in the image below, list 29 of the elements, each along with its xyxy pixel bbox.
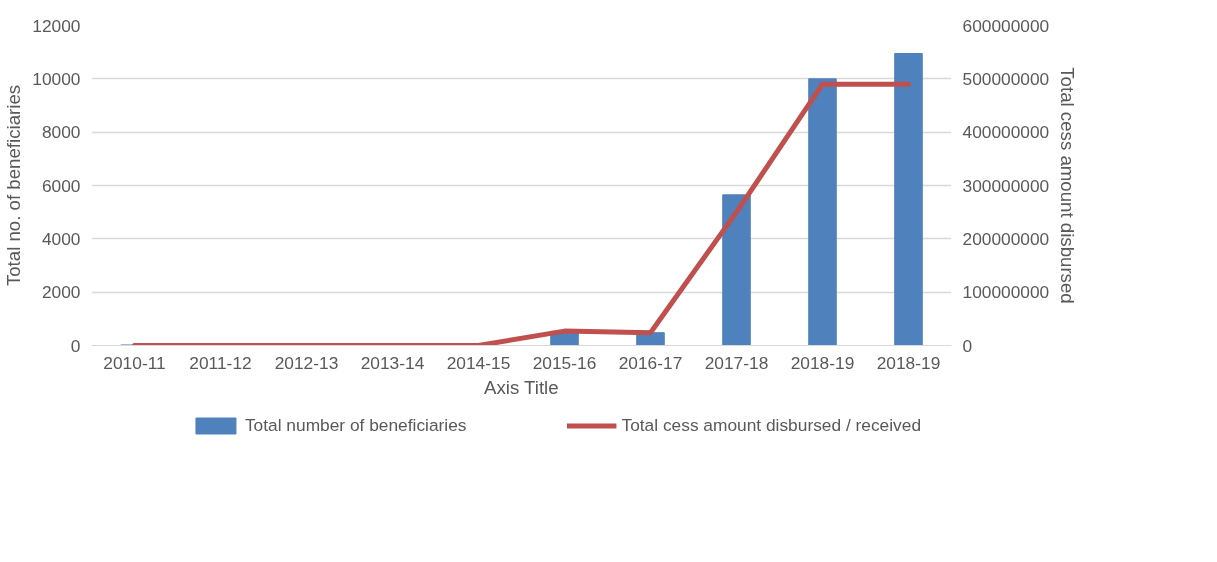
x-tick-label: 2010-11: [103, 352, 166, 373]
legend-label: Total number of beneficiaries: [244, 414, 467, 436]
y2-axis-title: Total cess amount disbursed: [1057, 67, 1079, 304]
y2-tick-label: 300000000: [962, 175, 1050, 196]
x-tick-label: 2017-18: [704, 352, 769, 373]
x-tick-label: 2018-19: [876, 352, 941, 373]
legend-label: Total cess amount disbursed / received: [621, 414, 922, 436]
y2-tick-label: 400000000: [962, 122, 1050, 143]
y2-tick-label: 0: [962, 335, 973, 356]
x-tick-label: 2011-12: [189, 352, 252, 373]
x-tick-label: 2014-15: [446, 352, 511, 373]
x-tick-label: 2018-19: [790, 352, 855, 373]
y2-tick-label: 600000000: [962, 15, 1050, 36]
x-tick-label: 2013-14: [360, 352, 425, 373]
x-tick-label: 2016-17: [618, 352, 683, 373]
y-tick-label: 12000: [32, 15, 81, 36]
y-axis-title: Total no. of beneficiaries: [3, 84, 25, 287]
y-tick-label: 0: [70, 335, 81, 356]
y2-tick-label: 200000000: [962, 228, 1050, 249]
x-axis-title: Axis Title: [484, 376, 559, 398]
y-tick-label: 6000: [41, 175, 81, 196]
y-tick-label: 2000: [41, 282, 81, 303]
x-tick-label: 2015-16: [532, 352, 597, 373]
y2-tick-label: 500000000: [962, 68, 1050, 89]
x-tick-label: 2012-13: [274, 352, 339, 373]
y-tick-label: 4000: [41, 228, 81, 249]
y-tick-label: 10000: [32, 68, 81, 89]
y2-tick-label: 100000000: [962, 282, 1050, 303]
y-tick-label: 8000: [41, 122, 81, 143]
